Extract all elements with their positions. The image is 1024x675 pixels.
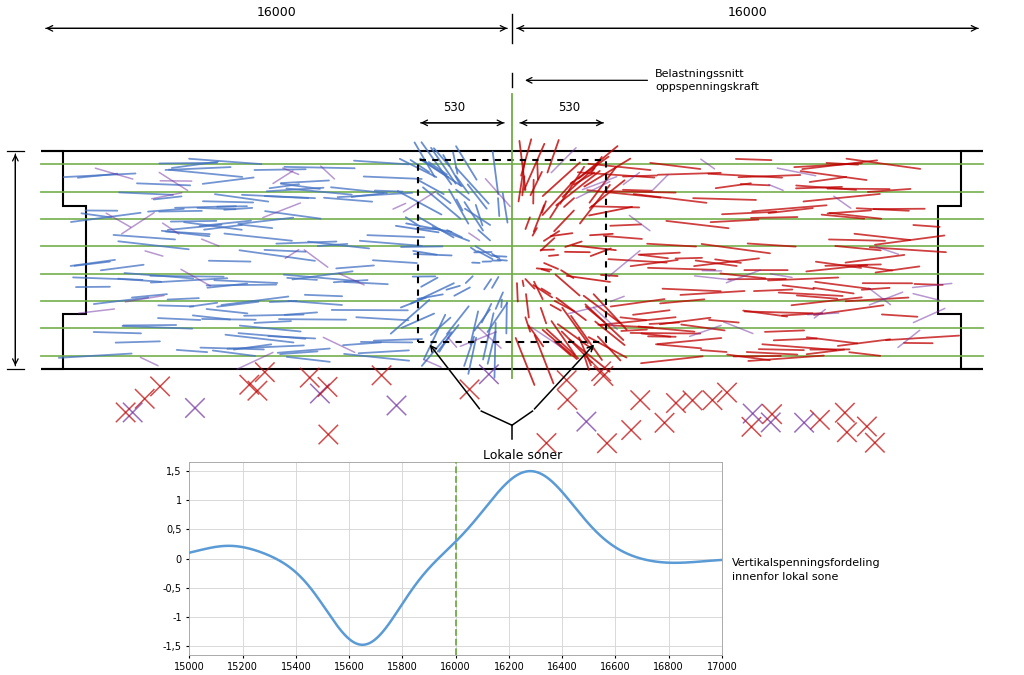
Text: 530: 530: [558, 101, 581, 114]
Text: Belastningssnitt
oppspenningskraft: Belastningssnitt oppspenningskraft: [655, 69, 759, 92]
Text: 530: 530: [0, 248, 3, 272]
Polygon shape: [41, 151, 983, 369]
Text: 16000: 16000: [728, 6, 767, 19]
Text: Vertikalspenningsfordeling
innenfor lokal sone: Vertikalspenningsfordeling innenfor loka…: [732, 558, 881, 583]
Bar: [418, 160, 606, 342]
Text: 16000: 16000: [257, 6, 296, 19]
Text: Lokale soner: Lokale soner: [482, 449, 562, 462]
Text: 530: 530: [443, 101, 466, 114]
